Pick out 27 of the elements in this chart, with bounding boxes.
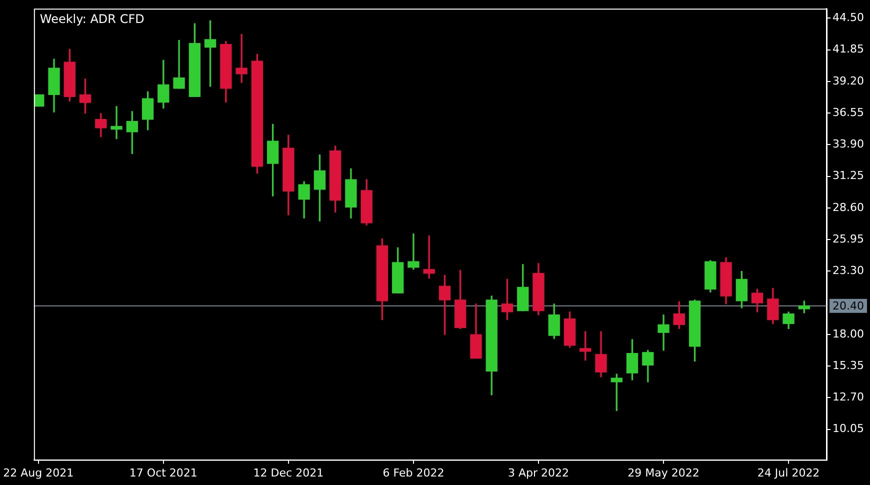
y-tick-label: 39.20 [832,74,864,88]
y-tick-label: 33.90 [832,138,864,151]
candlestick [110,106,122,140]
x-tick-label: 22 Aug 2021 [3,466,74,480]
y-tick-label: 44.50 [832,11,864,24]
y-tick-label: 36.55 [832,106,864,119]
y-tick-label: 25.95 [832,232,864,246]
candlestick [236,34,248,83]
x-tick-label: 6 Feb 2022 [382,466,444,480]
y-tick-label: 12.70 [832,390,864,404]
y-tick-label: 10.05 [832,422,864,436]
y-tick-label: 41.85 [832,42,864,56]
x-tick-label: 12 Dec 2021 [253,466,324,480]
y-tick-label: 31.25 [832,169,864,182]
x-tick-label: 3 Apr 2022 [508,466,570,480]
candlestick [408,234,420,270]
x-tick-label: 29 May 2022 [628,466,700,480]
y-tick-label: 15.35 [832,358,864,372]
x-tick-label: 17 Oct 2021 [129,466,198,480]
y-tick-label: 28.60 [832,200,864,214]
y-tick-label: 23.30 [832,264,864,278]
candlestick [173,40,185,89]
ref-line-label: 20.40 [832,300,864,313]
candlestick [658,314,670,351]
y-tick-label: 18.00 [832,327,864,340]
chart-title: Weekly: ADR CFD [40,12,144,26]
x-tick-label: 24 Jul 2022 [757,466,820,480]
